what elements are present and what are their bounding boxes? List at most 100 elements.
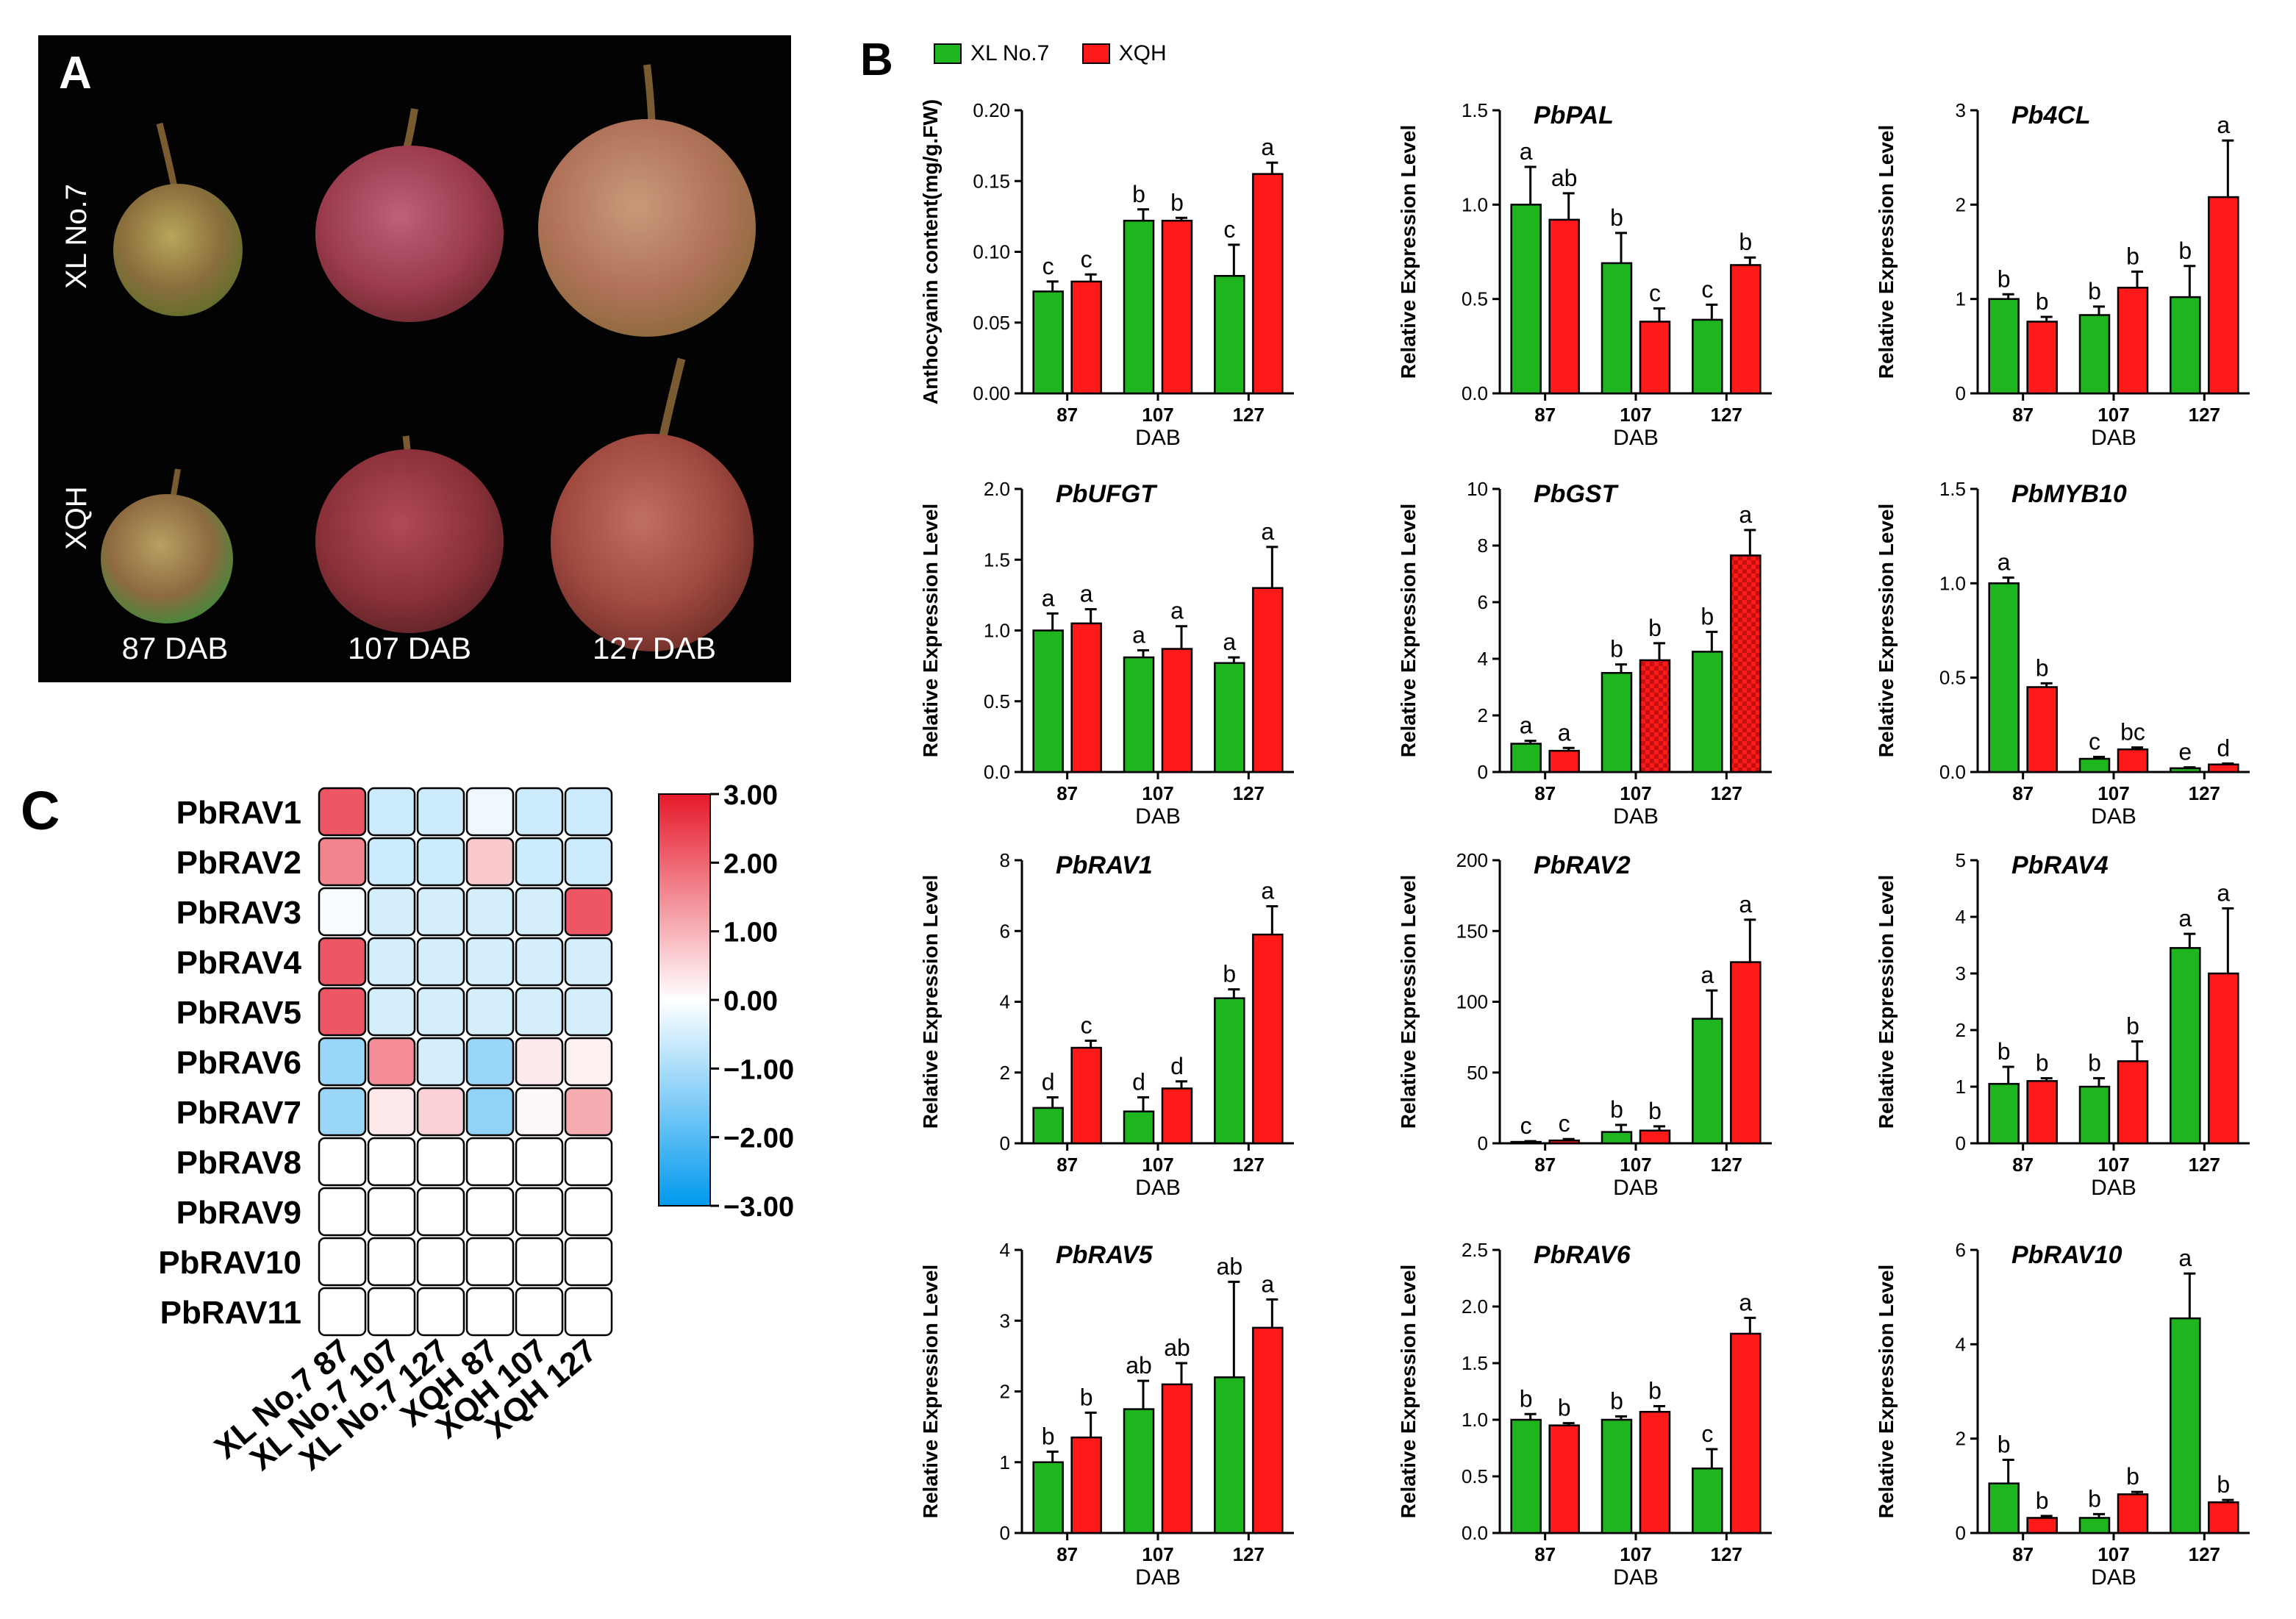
significance-letter: c <box>1081 246 1092 272</box>
significance-letter: c <box>2089 728 2100 754</box>
x-tick-label: 127 <box>1233 1543 1265 1565</box>
y-tick-label: 0.0 <box>1939 761 1966 783</box>
significance-letter: b <box>1610 204 1623 231</box>
chart-title: PbRAV5 <box>1056 1241 1154 1269</box>
significance-letter: b <box>2036 1049 2049 1076</box>
x-axis-label: DAB <box>2091 426 2136 450</box>
x-tick-label: 87 <box>1056 404 1078 426</box>
bar-xl-no-7-87 <box>1032 1461 1064 1534</box>
significance-letter: b <box>1610 1096 1623 1123</box>
significance-letter: ab <box>1551 165 1578 191</box>
x-axis-label: DAB <box>2091 1176 2136 1200</box>
bar-xl-no-7-87 <box>1032 629 1064 773</box>
significance-letter: a <box>1998 549 2011 576</box>
y-tick-label: 4 <box>1000 1239 1010 1261</box>
y-axis-label: Relative Expression Level <box>1397 125 1420 379</box>
y-tick-label: 1.0 <box>1462 1409 1488 1431</box>
legend-label-xqh: XQH <box>1118 41 1167 65</box>
heatmap-cell <box>564 1187 613 1237</box>
heatmap-row-label: PbRAV5 <box>176 995 301 1031</box>
bar-xl-no-7-127 <box>1214 662 1245 773</box>
bar-xl-no-7-107 <box>1601 1418 1633 1534</box>
significance-letter: a <box>1170 598 1184 624</box>
significance-letter: b <box>1223 961 1236 987</box>
y-tick-label: 4 <box>1000 991 1010 1013</box>
y-tick-label: 2 <box>1000 1381 1010 1403</box>
bar-xqh-127 <box>1730 1332 1762 1534</box>
y-tick-label: 2.0 <box>1462 1295 1488 1318</box>
bar-xl-no-7-87 <box>1510 204 1542 395</box>
y-tick-label: 1.0 <box>1939 572 1966 594</box>
significance-letter: ab <box>1217 1253 1243 1279</box>
x-axis-label: DAB <box>1135 804 1181 829</box>
bar-chart-9: 0 1 2 3 4 Relative Expression Level PbRAV5 87 bb… <box>919 1239 1294 1590</box>
x-tick-label: 87 <box>2012 1154 2034 1176</box>
colorbar-tick-label: 0.00 <box>723 986 778 1017</box>
bar-xl-no-7-107 <box>1123 219 1155 395</box>
significance-letter: b <box>2126 1463 2139 1490</box>
colorbar-tick-label: −3.00 <box>723 1192 794 1223</box>
heatmap-cell <box>465 787 515 837</box>
x-axis-label: DAB <box>1135 426 1181 450</box>
significance-letter: a <box>1520 712 1533 739</box>
bar-chart-0: 0.00 0.05 0.10 0.15 0.20 Anthocyanin content(… <box>919 99 1294 450</box>
heatmap-cell <box>416 887 465 937</box>
y-tick-label: 3 <box>1000 1309 1010 1332</box>
y-axis-label: Relative Expression Level <box>1875 125 1898 379</box>
bar-xqh-107 <box>2117 287 2149 395</box>
heatmap-cell <box>367 937 416 987</box>
stage-label-127: 127 DAB <box>592 631 717 665</box>
x-tick-label: 107 <box>2097 1154 2129 1176</box>
bar-xl-no-7-87 <box>1988 1482 2020 1534</box>
bar-xqh-87 <box>2026 686 2058 773</box>
significance-letter: ab <box>1126 1352 1152 1379</box>
heatmap-row-label: PbRAV4 <box>176 945 302 981</box>
legend-swatch-xqh <box>1081 43 1110 64</box>
bar-xl-no-7-127 <box>1692 318 1723 395</box>
heatmap-cell <box>416 1187 465 1237</box>
bar-xqh-107 <box>1639 321 1671 395</box>
fruit-photo-panel: A XL No.7 XQH 87 DAB 107 DAB 127 DAB <box>38 35 791 682</box>
bar-xl-no-7-107 <box>1601 1131 1633 1145</box>
heatmap-cell <box>416 1237 465 1287</box>
heatmap-row-label: PbRAV9 <box>176 1195 301 1231</box>
y-tick-label: 1 <box>1000 1451 1010 1473</box>
y-tick-label: 1 <box>1956 1076 1966 1098</box>
heatmap-cell <box>515 1137 564 1187</box>
bar-xl-no-7-107 <box>1123 656 1155 773</box>
panel-a-letter: A <box>59 48 92 99</box>
heatmap-row-label: PbRAV1 <box>176 795 301 831</box>
bar-xqh-127 <box>1730 961 1762 1145</box>
heatmap-cell <box>515 887 564 937</box>
heatmap-row-label: PbRAV10 <box>158 1245 301 1281</box>
heatmap-cell <box>465 937 515 987</box>
y-tick-label: 10 <box>1467 478 1488 500</box>
y-axis-label: Relative Expression Level <box>1875 875 1898 1129</box>
x-tick-label: 127 <box>2189 1543 2220 1565</box>
y-axis-label: Relative Expression Level <box>919 504 942 758</box>
significance-letter: b <box>1610 636 1623 662</box>
bar-xqh-127 <box>1252 173 1284 395</box>
significance-letter: b <box>2036 654 2049 681</box>
bar-chart-5: 0.0 0.5 1.0 1.5 Relative Expression Level PbM… <box>1875 478 2250 829</box>
y-tick-label: 1.5 <box>984 548 1010 571</box>
bar-xqh-127 <box>1252 587 1284 773</box>
bar-xl-no-7-107 <box>2078 1085 2111 1145</box>
heatmap-cell <box>515 1087 564 1137</box>
significance-letter: d <box>1042 1068 1055 1095</box>
y-tick-label: 4 <box>1956 906 1966 928</box>
heatmap-cell <box>515 787 564 837</box>
x-tick-label: 107 <box>1620 404 1651 426</box>
significance-letter: d <box>1170 1053 1184 1079</box>
legend-swatch-xl <box>934 43 962 64</box>
bar-xl-no-7-107 <box>1123 1408 1155 1534</box>
x-tick-label: 107 <box>2097 782 2129 804</box>
bar-xqh-87 <box>1548 1139 1580 1145</box>
x-tick-label: 127 <box>1233 404 1265 426</box>
bar-xqh-127 <box>1730 264 1762 395</box>
heatmap-cell <box>367 1287 416 1337</box>
significance-letter: a <box>1700 962 1714 988</box>
bar-xqh-87 <box>2026 321 2058 395</box>
bar-xl-no-7-107 <box>1601 262 1633 395</box>
